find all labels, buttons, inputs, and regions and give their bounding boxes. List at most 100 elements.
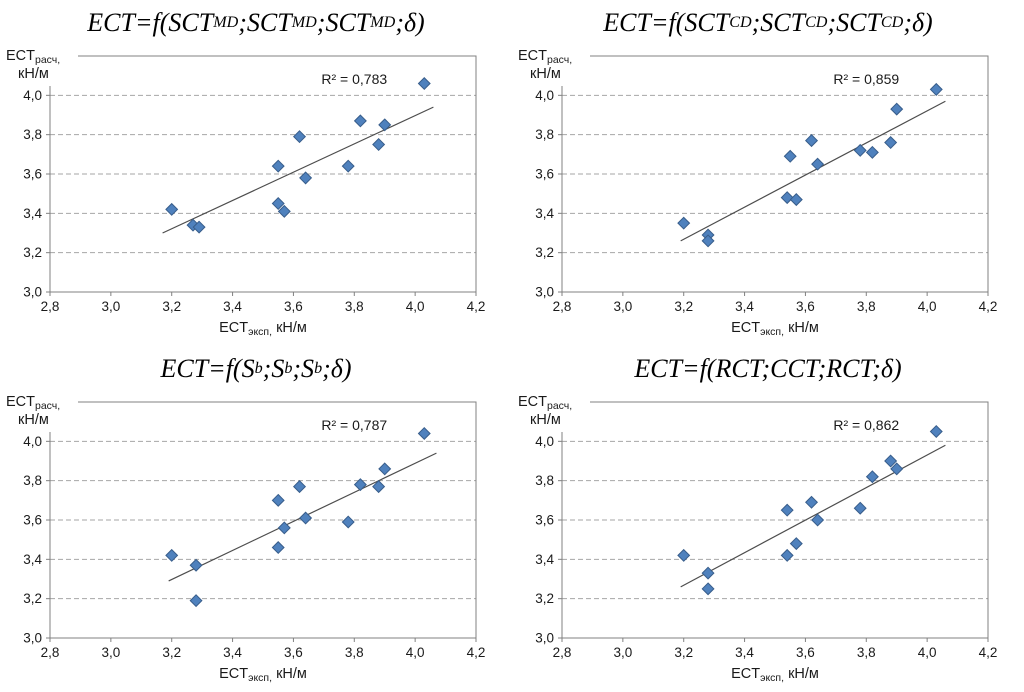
y-tick-labels: 3,0 3,2 3,4 3,6 3,8 4,0 — [535, 434, 554, 646]
data-point — [277, 521, 291, 535]
x-tick-labels: 2,8 3,0 3,2 3,4 3,6 3,8 4,0 4,2 — [41, 299, 486, 314]
data-point — [865, 145, 879, 159]
x-tick-label: 3,0 — [613, 299, 632, 314]
data-point — [372, 480, 386, 494]
data-points — [677, 82, 943, 248]
data-point — [271, 541, 285, 555]
data-point — [417, 77, 431, 91]
y-gridlines — [50, 94, 476, 254]
y-axis-label-line1: ECTрасч, — [6, 48, 60, 66]
x-tick-label: 3,8 — [857, 299, 876, 314]
y-axis-label-line1: ECTрасч, — [518, 48, 572, 66]
data-point — [271, 196, 285, 211]
scatter-chart-sct-md: R² = 0,783 2,8 3,0 3,2 3,4 3,6 3,8 4,0 4,2 3,0 3,2… — [0, 46, 512, 346]
chart-panel-top-right: ECT=f(SCT CD ;SCT CD ;SCT CD ;δ) R² = 0,859 2,8… — [512, 0, 1024, 346]
y-tick-label: 3,4 — [23, 552, 42, 567]
data-point — [805, 495, 819, 509]
chart-title-sct-md: ECT=f(SCT MD ;SCT MD ;SCT MD ;δ) — [87, 8, 425, 37]
x-tick-label: 3,8 — [857, 645, 876, 660]
r-squared-label: R² = 0,787 — [321, 417, 387, 433]
x-tick-label: 4,0 — [918, 299, 937, 314]
data-points — [165, 77, 431, 234]
x-axis-ticks — [561, 638, 989, 642]
r-squared-label: R² = 0,862 — [833, 417, 899, 433]
data-points — [677, 424, 943, 596]
data-point — [165, 548, 179, 562]
y-axis-label-line1: ECTрасч, — [6, 394, 60, 412]
x-tick-label: 2,8 — [41, 299, 60, 314]
x-tick-label: 4,2 — [979, 645, 998, 660]
data-point — [353, 478, 367, 492]
y-axis-label-line1: ECTрасч, — [518, 394, 572, 412]
data-point — [789, 193, 803, 207]
x-tick-label: 3,2 — [162, 645, 181, 660]
data-point — [780, 191, 794, 205]
y-tick-label: 4,0 — [535, 434, 554, 449]
x-tick-label: 4,0 — [918, 645, 937, 660]
y-tick-label: 3,4 — [535, 206, 554, 221]
data-point — [929, 82, 943, 96]
chart-panel-bottom-left: ECT=f(S b ;S b ;S b ;δ) R² = 0,787 2,8 3,0 3,2 3,4… — [0, 346, 512, 692]
y-tick-label: 3,0 — [23, 631, 42, 646]
x-tick-label: 3,0 — [101, 299, 120, 314]
x-tick-label: 3,4 — [223, 645, 242, 660]
y-tick-label: 3,2 — [535, 245, 554, 260]
y-tick-label: 3,8 — [535, 127, 554, 142]
data-point — [780, 548, 794, 562]
x-tick-label: 3,4 — [735, 299, 754, 314]
data-point — [293, 480, 307, 494]
x-tick-labels: 2,8 3,0 3,2 3,4 3,6 3,8 4,0 4,2 — [553, 645, 998, 660]
data-point — [805, 134, 819, 148]
y-tick-labels: 3,0 3,2 3,4 3,6 3,8 4,0 — [23, 434, 42, 646]
x-tick-label: 3,6 — [796, 645, 815, 660]
y-axis-label-line2: кН/м — [18, 412, 49, 428]
scatter-chart-sb: R² = 0,787 2,8 3,0 3,2 3,4 3,6 3,8 4,0 4,2 3,0 3,2… — [0, 392, 512, 692]
y-axis-ticks — [558, 440, 562, 639]
x-tick-label: 3,2 — [674, 645, 693, 660]
y-tick-label: 3,6 — [23, 513, 42, 528]
x-tick-label: 4,0 — [406, 299, 425, 314]
y-tick-label: 4,0 — [23, 434, 42, 449]
data-point — [865, 470, 879, 484]
x-tick-label: 4,2 — [979, 299, 998, 314]
y-tick-label: 3,8 — [23, 127, 42, 142]
trendline — [680, 444, 946, 588]
y-axis-label-line2: кН/м — [18, 66, 49, 82]
x-axis-ticks — [561, 292, 989, 296]
x-tick-label: 2,8 — [41, 645, 60, 660]
y-axis-label-line2: кН/м — [530, 412, 561, 428]
y-axis-ticks — [558, 94, 562, 293]
x-tick-label: 3,0 — [613, 645, 632, 660]
y-tick-label: 3,2 — [23, 245, 42, 260]
data-point — [701, 566, 715, 580]
x-axis-label: ECTэксп, кН/м — [731, 666, 819, 684]
x-tick-label: 4,2 — [467, 299, 486, 314]
x-axis-label: ECTэксп, кН/м — [219, 320, 307, 338]
data-point — [701, 582, 715, 596]
data-point — [165, 202, 179, 216]
data-point — [677, 548, 691, 562]
y-tick-label: 3,8 — [535, 473, 554, 488]
y-gridlines — [562, 440, 988, 600]
data-point — [853, 143, 867, 157]
x-tick-label: 2,8 — [553, 299, 572, 314]
chart-title-sct-cd: ECT=f(SCT CD ;SCT CD ;SCT CD ;δ) — [603, 8, 933, 37]
y-axis-label-bg — [0, 46, 78, 86]
y-axis-label-line2: кН/м — [530, 66, 561, 82]
y-axis-label-bg — [512, 46, 590, 86]
x-tick-label: 3,8 — [345, 299, 364, 314]
scatter-chart-rct-cct: R² = 0,862 2,8 3,0 3,2 3,4 3,6 3,8 4,0 4,2 3,0 3,2… — [512, 392, 1024, 692]
y-axis-label-bg — [512, 392, 590, 432]
data-point — [192, 220, 206, 234]
y-tick-label: 3,4 — [535, 552, 554, 567]
x-tick-label: 3,4 — [223, 299, 242, 314]
x-tick-label: 3,2 — [674, 299, 693, 314]
x-tick-labels: 2,8 3,0 3,2 3,4 3,6 3,8 4,0 4,2 — [553, 299, 998, 314]
data-point — [677, 216, 691, 230]
chart-title-sb: ECT=f(S b ;S b ;S b ;δ) — [160, 354, 352, 383]
x-tick-label: 3,2 — [162, 299, 181, 314]
